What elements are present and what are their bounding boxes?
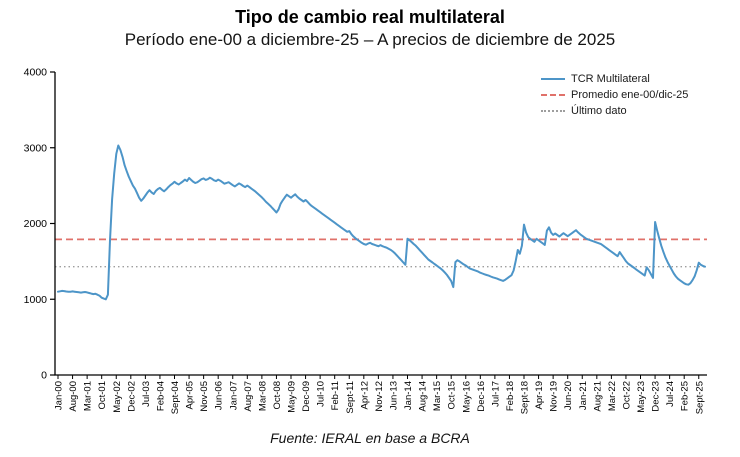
x-tick-label: Aug-21 [592, 381, 603, 412]
legend-item-ultimo-dato: Último dato [541, 103, 688, 119]
x-tick-label: Mar-15 [432, 381, 443, 411]
x-tick-label: Sept-04 [170, 381, 181, 414]
x-tick-label: Apr-12 [359, 381, 370, 410]
x-tick-label: Mar-08 [257, 381, 268, 411]
x-tick-label: Oct-22 [621, 381, 632, 410]
legend-item-tcr-multilateral: TCR Multilateral [541, 71, 688, 87]
chart-title: Tipo de cambio real multilateral [235, 7, 505, 27]
y-tick-label: 3000 [24, 142, 48, 154]
chart-subtitle: Período ene-00 a diciembre-25 – A precio… [124, 30, 616, 49]
x-tick-label: Aug-14 [418, 381, 429, 412]
x-tick-label: Nov-12 [374, 381, 385, 412]
x-tick-label: Feb-18 [505, 381, 516, 411]
legend-dotted-line-swatch [541, 110, 565, 112]
y-tick-label: 2000 [24, 218, 48, 230]
x-tick-label: Dec-16 [476, 381, 487, 412]
legend-label: Promedio ene-00/dic-25 [571, 89, 689, 101]
x-tick-label: Aug-07 [243, 381, 254, 412]
x-tick-label: Dec-23 [651, 381, 662, 412]
x-tick-label: Jan-21 [578, 381, 589, 410]
x-tick-label: Apr-05 [185, 381, 196, 410]
tcr-multilateral-line [57, 144, 706, 301]
x-tick-label: Jul-03 [141, 381, 152, 407]
x-tick-label: Jan-00 [54, 381, 65, 410]
x-tick-label: May-02 [112, 381, 123, 413]
x-tick-label: Jan-07 [228, 381, 239, 410]
x-tick-label: Nov-05 [199, 381, 210, 412]
x-tick-label: Nov-19 [549, 381, 560, 412]
x-tick-label: Oct-08 [272, 381, 283, 410]
legend: TCR Multilateral Promedio ene-00/dic-25 … [541, 71, 688, 119]
legend-dashed-line-swatch [541, 94, 565, 96]
x-tick-label: Jul-10 [316, 381, 327, 407]
x-tick-label: Mar-22 [607, 381, 618, 411]
x-tick-label: Sept-18 [520, 381, 531, 414]
x-tick-label: May-09 [287, 381, 298, 413]
x-tick-label: Sept-11 [345, 381, 356, 414]
legend-solid-line-swatch [541, 78, 565, 80]
x-tick-label: Oct-01 [97, 381, 108, 410]
x-tick-label: May-23 [636, 381, 647, 413]
x-tick-label: Apr-19 [534, 381, 545, 410]
x-tick-label: Mar-01 [83, 381, 94, 411]
x-tick-label: Jan-14 [403, 381, 414, 410]
x-tick-label: Jun-20 [563, 381, 574, 410]
source-caption: Fuente: IERAL en base a BCRA [270, 430, 470, 446]
y-tick-label: 1000 [24, 294, 48, 306]
legend-item-promedio: Promedio ene-00/dic-25 [541, 87, 688, 103]
x-tick-label: Dec-02 [126, 381, 137, 412]
x-tick-label: Feb-11 [330, 381, 341, 410]
legend-label: TCR Multilateral [571, 73, 650, 85]
x-tick-label: Dec-09 [301, 381, 312, 412]
x-tick-label: Jun-06 [214, 381, 225, 410]
y-tick-label: 0 [41, 370, 47, 382]
x-tick-label: Jun-13 [388, 381, 399, 410]
x-tick-label: Feb-25 [680, 381, 691, 411]
x-tick-label: May-16 [461, 381, 472, 413]
x-tick-label: Jul-17 [490, 381, 501, 407]
y-tick-label: 4000 [24, 67, 48, 79]
x-tick-label: Feb-04 [155, 381, 166, 411]
x-tick-label: Jul-24 [665, 381, 676, 407]
x-tick-label: Oct-15 [447, 381, 458, 410]
legend-label: Último dato [571, 105, 627, 117]
x-tick-label: Aug-00 [68, 381, 79, 412]
x-tick-label: Sept-25 [694, 381, 705, 414]
